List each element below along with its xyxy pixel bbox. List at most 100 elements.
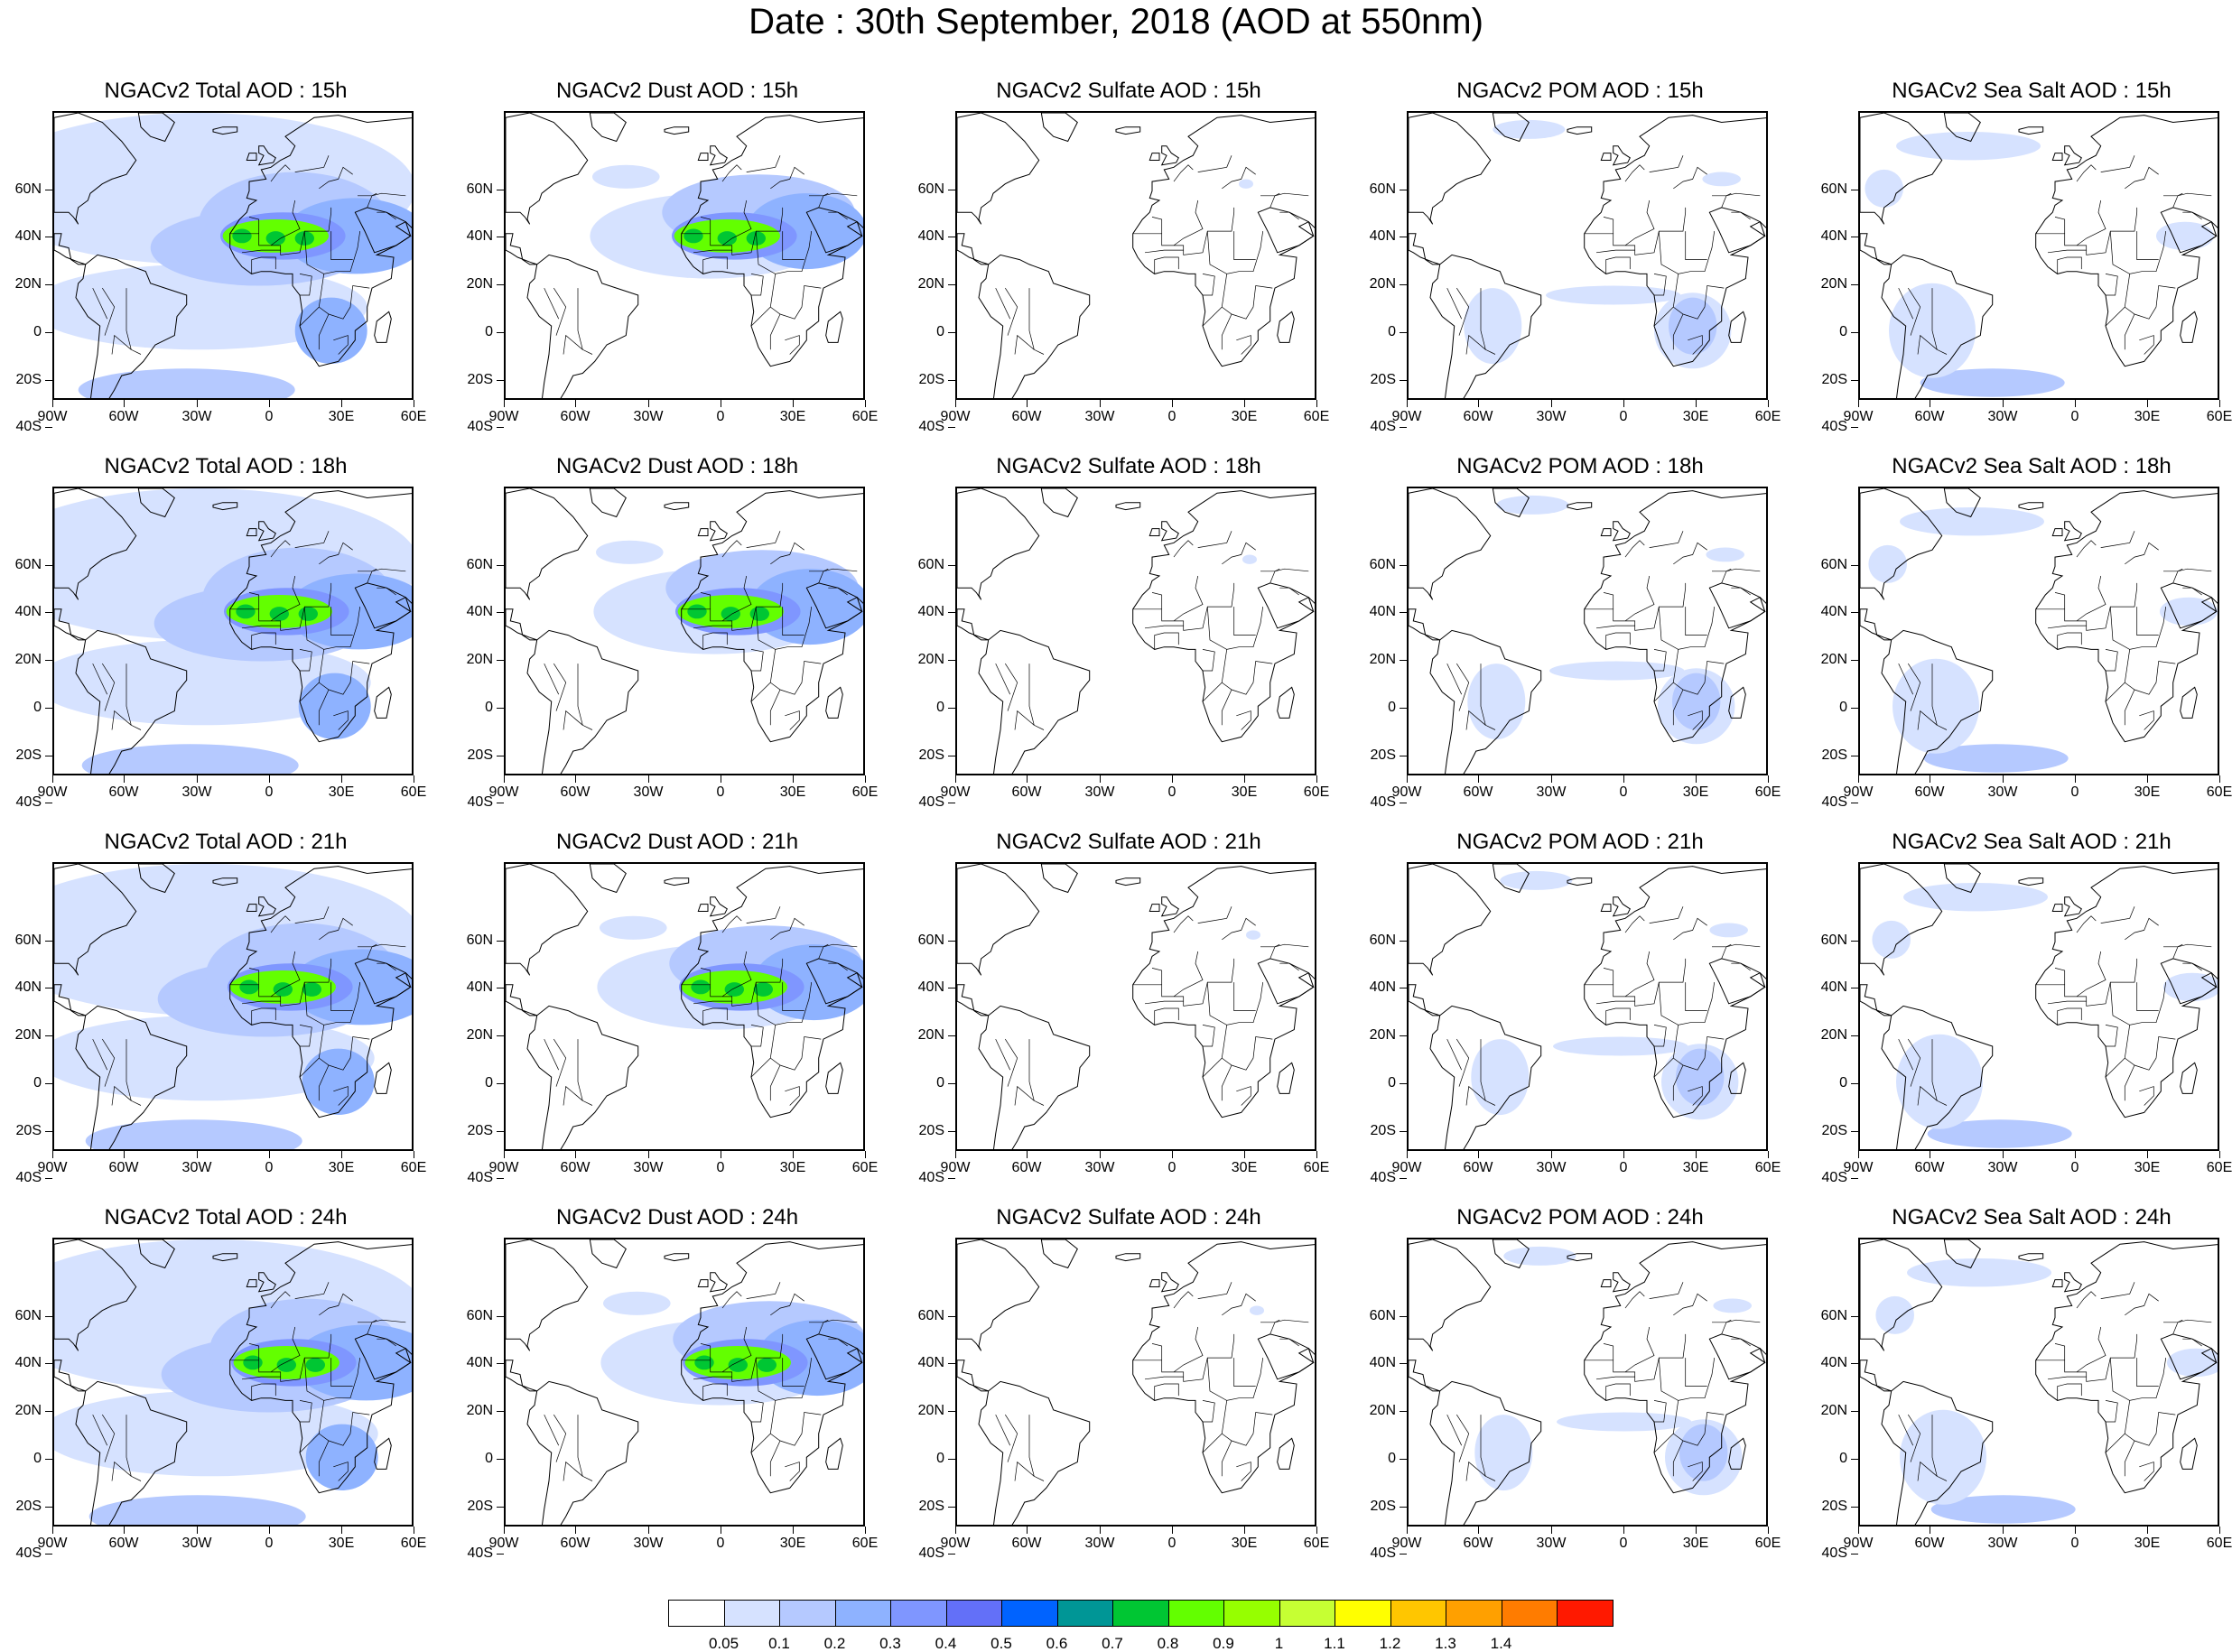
country-border: [299, 306, 320, 327]
coastline-southAmerica: [978, 1380, 1091, 1525]
country-border: [1154, 256, 1179, 274]
country-border: [1917, 334, 1938, 355]
coastline-madagascar: [1277, 1062, 1295, 1094]
country-border: [2136, 231, 2159, 260]
colorbar-label: 0.9: [1213, 1635, 1234, 1652]
lat-tick-label: 40S: [1821, 419, 1847, 434]
lat-tick-label: 40N: [917, 979, 944, 995]
lat-tick-label: 60N: [14, 557, 42, 572]
coastline-britain: [2063, 145, 2082, 166]
country-border: [1202, 649, 1215, 672]
country-border: [1206, 231, 1264, 274]
coastline-britain: [709, 1272, 728, 1293]
coastline-madagascar: [1728, 311, 1746, 343]
colorbar-label: 0.7: [1102, 1635, 1123, 1652]
country-border: [1456, 287, 1470, 336]
aod-field-shade: [54, 639, 371, 726]
country-border: [111, 334, 132, 355]
lat-tick: [45, 1507, 52, 1508]
lat-tick: [1400, 612, 1407, 613]
colorbar-label: 0.1: [768, 1635, 790, 1652]
coastline-iceland: [664, 877, 690, 886]
lat-tick-label: 20S: [918, 747, 944, 763]
lon-tick-label: 30E: [2134, 784, 2161, 800]
lat-tick-label: 20S: [467, 1123, 493, 1138]
lat-tick-label: 20N: [466, 652, 493, 667]
coastline-southAmerica: [978, 629, 1091, 774]
country-border: [377, 962, 396, 971]
coastline-europeAfrica: [2035, 490, 2218, 743]
country-border: [1649, 906, 1684, 923]
lon-tick-label: 0: [1167, 1160, 1176, 1175]
lat-tick-label: 40S: [467, 419, 493, 434]
country-border: [2105, 1433, 2125, 1453]
coastline-europeAfrica: [681, 1241, 863, 1494]
lon-tick-label: 0: [716, 1536, 725, 1551]
lat-tick-label: 40S: [1821, 1170, 1847, 1185]
country-border: [1202, 1400, 1215, 1423]
map-canvas: [1409, 1239, 1766, 1525]
lon-tick: [1172, 1151, 1173, 1158]
lat-tick: [45, 660, 52, 661]
lat-tick: [948, 332, 955, 333]
country-border: [1236, 1086, 1251, 1106]
country-border: [721, 1326, 752, 1373]
aod-field-shade: [728, 1358, 748, 1372]
coastline-arabia: [1257, 582, 1315, 629]
panel-title: NGACv2 Dust AOD : 18h: [555, 454, 799, 478]
lon-tick: [1316, 1527, 1317, 1534]
country-border: [770, 166, 804, 190]
aod-field-shade: [2167, 1348, 2218, 1378]
lat-tick: [45, 332, 52, 333]
map-canvas: [54, 488, 412, 774]
coastline-greenland: [1492, 864, 1530, 894]
lon-tick: [52, 400, 53, 407]
country-border: [2035, 958, 2138, 1007]
coastline-arabia: [1708, 582, 1766, 629]
country-border: [2182, 962, 2202, 971]
lon-tick-label: 0: [2070, 784, 2079, 800]
aod-field-shade: [1471, 1039, 1530, 1116]
lat-tick: [497, 427, 504, 428]
coastline-greenland: [137, 864, 175, 894]
country-border: [721, 951, 752, 998]
aod-field-shade: [600, 915, 667, 940]
country-border: [1480, 1039, 1496, 1106]
coastline-ireland: [1600, 528, 1612, 536]
lon-tick-label: 90W: [1391, 409, 1422, 424]
lon-tick-label: 0: [2070, 1160, 2079, 1175]
country-border: [1649, 1282, 1684, 1299]
country-border: [1605, 1007, 1631, 1026]
aod-field-shade: [1903, 883, 2048, 912]
lon-tick: [955, 775, 956, 783]
lon-tick-label: 60W: [1011, 784, 1042, 800]
country-border: [2035, 1333, 2138, 1382]
lon-tick: [1027, 1527, 1028, 1534]
country-border: [1005, 1038, 1018, 1087]
country-border: [377, 211, 396, 220]
map-panel-seasalt-21h: NGACv2 Sea Salt AOD : 21h 60N 40N 20N 0 20S 40…: [1806, 829, 2232, 1197]
coastline-greenland: [589, 864, 627, 894]
country-border: [1658, 982, 1716, 1026]
country-border: [995, 1414, 1011, 1446]
coastline-europeAfrica: [1132, 1241, 1315, 1494]
lon-tick-label: 30E: [328, 1160, 355, 1175]
map-canvas: [957, 113, 1315, 398]
coastline-greenland: [137, 113, 175, 143]
map-canvas: [1860, 864, 2218, 1149]
aod-field-shade: [694, 1355, 714, 1370]
lat-tick: [1400, 1554, 1407, 1555]
coastline-southAmerica: [1881, 1005, 1994, 1149]
country-border: [1028, 1415, 1045, 1481]
country-border: [1222, 1293, 1256, 1316]
country-border: [1269, 943, 1309, 960]
country-border: [102, 1038, 116, 1087]
coastline-britain: [2063, 896, 2082, 917]
lat-tick: [1400, 1363, 1407, 1364]
country-border: [2035, 207, 2138, 255]
country-border: [1917, 710, 1938, 730]
map-canvas: [1409, 113, 1766, 398]
country-border: [995, 663, 1011, 695]
country-border: [2047, 625, 2087, 629]
